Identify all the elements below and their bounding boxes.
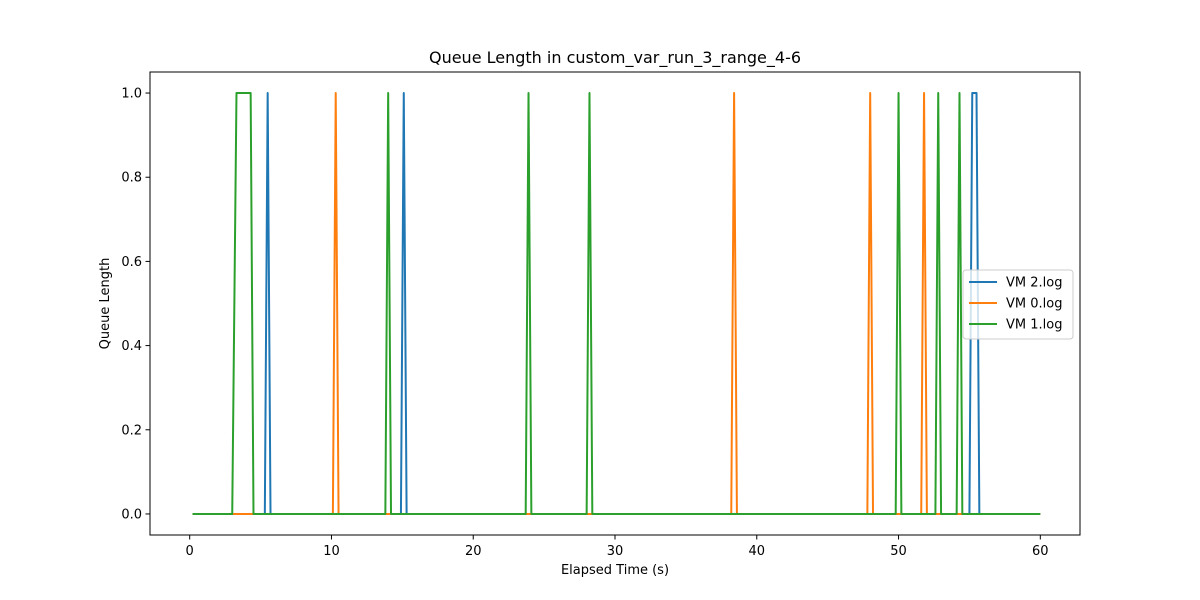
x-tick-label: 0: [186, 544, 194, 559]
y-tick-label: 0.0: [121, 507, 142, 522]
legend-label: VM 0.log: [1006, 297, 1062, 312]
x-axis-label: Elapsed Time (s): [561, 563, 669, 578]
y-tick-label: 0.8: [121, 171, 142, 186]
legend: VM 2.log VM 0.log VM 1.log: [962, 269, 1074, 340]
x-tick-label: 20: [465, 544, 482, 559]
legend-label: VM 1.log: [1006, 318, 1062, 333]
y-axis-ticks: 0.0 0.2 0.4 0.6 0.8 1.0: [121, 87, 150, 522]
legend-label: VM 2.log: [1006, 276, 1062, 291]
x-tick-label: 60: [1032, 544, 1049, 559]
y-tick-label: 0.2: [121, 423, 142, 438]
x-tick-label: 10: [323, 544, 340, 559]
series-line-2: [192, 92, 1041, 515]
x-tick-label: 50: [890, 544, 907, 559]
plot-lines: [192, 92, 1041, 515]
y-axis-label: Queue Length: [98, 258, 113, 350]
y-tick-label: 1.0: [121, 87, 142, 102]
y-tick-label: 0.4: [121, 339, 142, 354]
series-line-0: [192, 92, 1041, 515]
y-tick-label: 0.6: [121, 255, 142, 270]
chart-title: Queue Length in custom_var_run_3_range_4…: [429, 48, 801, 68]
x-axis-ticks: 0 10 20 30 40 50 60: [186, 535, 1049, 559]
x-tick-label: 30: [607, 544, 624, 559]
x-tick-label: 40: [748, 544, 765, 559]
legend-box: [962, 269, 1074, 340]
